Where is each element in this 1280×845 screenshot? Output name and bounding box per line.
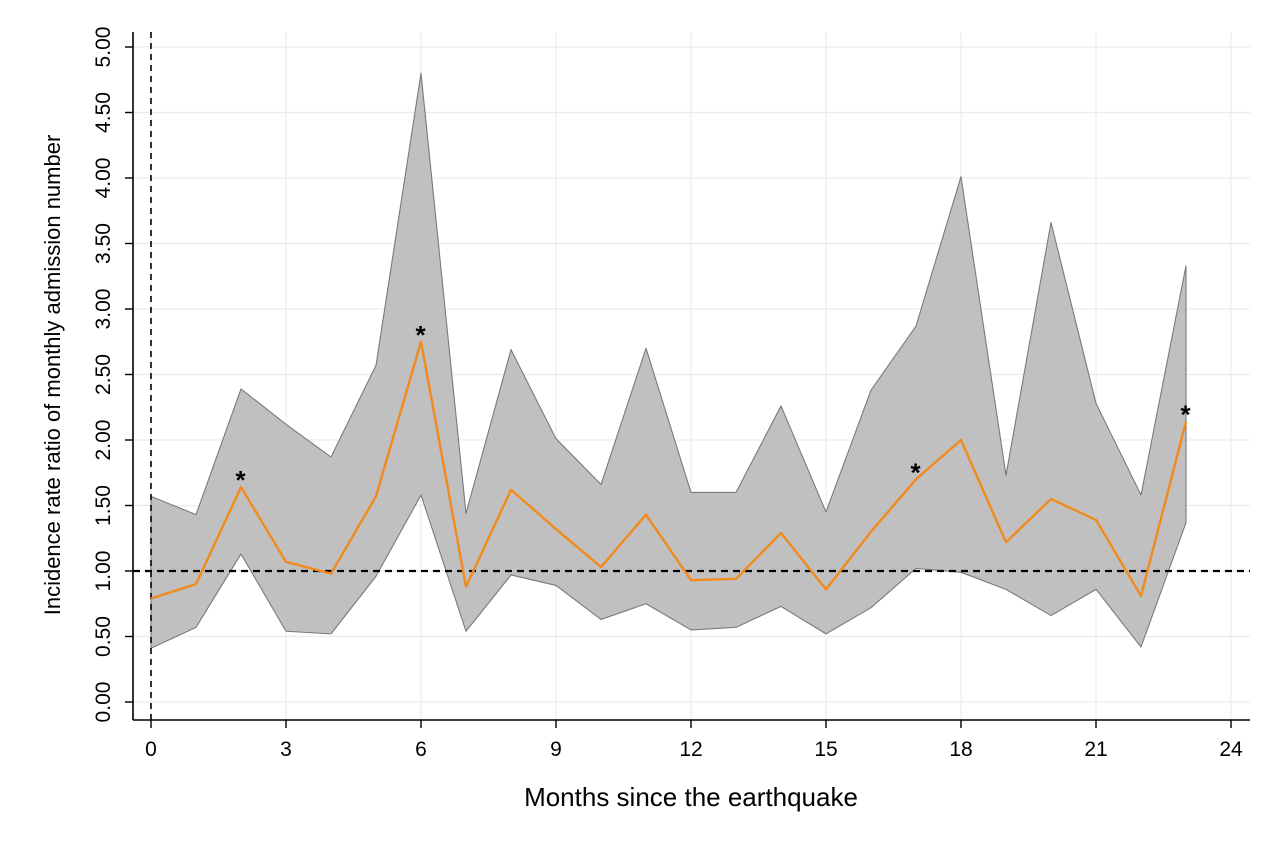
y-tick-label: 3.50: [92, 223, 115, 264]
x-tick-label: 15: [814, 738, 837, 761]
significance-star: *: [415, 320, 426, 350]
x-axis-ticks: 0 3 6 9 12 15 18 21 24: [145, 720, 1243, 761]
x-tick-label: 21: [1084, 738, 1107, 761]
x-tick-label: 9: [550, 738, 562, 761]
y-tick-label: 4.00: [92, 158, 115, 199]
x-tick-label: 3: [280, 738, 292, 761]
x-tick-label: 24: [1219, 738, 1243, 761]
y-tick-label: 3.00: [92, 289, 115, 330]
x-tick-label: 18: [949, 738, 972, 761]
x-tick-label: 12: [679, 738, 702, 761]
y-tick-label: 0.50: [92, 616, 115, 657]
confidence-band: [150, 72, 1187, 649]
x-axis-title: Months since the earthquake: [524, 782, 858, 812]
significance-star: *: [910, 457, 921, 487]
y-tick-label: 2.50: [92, 354, 115, 395]
series-lines: [150, 340, 1188, 600]
y-axis-title: Incidence rate ratio of monthly admissio…: [40, 135, 65, 616]
significance-star: *: [1180, 400, 1191, 430]
y-tick-label: 1.00: [92, 551, 115, 592]
y-tick-label: 2.00: [92, 420, 115, 461]
y-tick-label: 1.50: [92, 485, 115, 526]
significance-markers: * * * *: [235, 320, 1191, 495]
y-tick-label: 4.50: [92, 92, 115, 133]
irr-series-line: [150, 340, 1188, 600]
ci-band-area: [150, 72, 1187, 649]
y-axis-ticks: 0.00 0.50 1.00 1.50 2.00 2.50 3.00 3.50 4.00 4.50…: [92, 27, 133, 723]
significance-star: *: [235, 465, 246, 495]
x-tick-label: 0: [145, 738, 157, 761]
x-tick-label: 6: [415, 738, 427, 761]
y-tick-label: 5.00: [92, 27, 115, 68]
y-tick-label: 0.00: [92, 682, 115, 723]
